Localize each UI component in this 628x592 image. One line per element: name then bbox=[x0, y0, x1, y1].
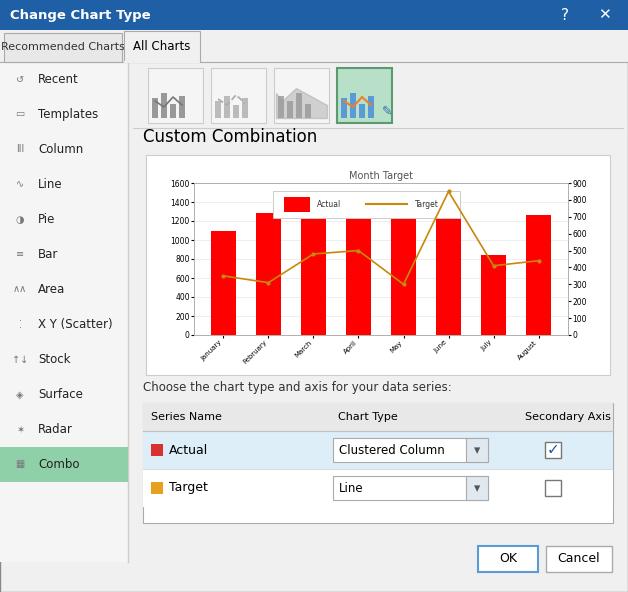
Bar bbox=[170, 104, 176, 118]
Bar bbox=[0, 30, 628, 62]
Bar bbox=[0, 62, 128, 562]
Text: ▭: ▭ bbox=[15, 110, 24, 120]
Bar bbox=[436, 195, 461, 335]
Bar bbox=[242, 98, 248, 118]
Bar bbox=[478, 546, 538, 572]
Text: Secondary Axis: Secondary Axis bbox=[525, 412, 611, 422]
FancyBboxPatch shape bbox=[284, 197, 310, 212]
Bar bbox=[0, 447, 128, 482]
Bar bbox=[211, 68, 266, 123]
Bar bbox=[481, 255, 506, 335]
Text: Change Chart Type: Change Chart Type bbox=[10, 8, 151, 21]
Bar bbox=[333, 438, 488, 462]
Bar bbox=[346, 213, 371, 335]
Bar bbox=[161, 93, 167, 118]
Text: ✶: ✶ bbox=[16, 424, 24, 435]
Text: ≡: ≡ bbox=[16, 249, 24, 259]
Bar bbox=[305, 104, 311, 118]
Text: Line: Line bbox=[339, 481, 364, 494]
Text: Column: Column bbox=[38, 143, 84, 156]
Bar bbox=[0, 0, 628, 30]
Text: ?: ? bbox=[561, 8, 569, 22]
Text: Series Name: Series Name bbox=[151, 412, 222, 422]
Text: Clustered Column: Clustered Column bbox=[339, 443, 445, 456]
Bar bbox=[278, 95, 284, 118]
Text: Templates: Templates bbox=[38, 108, 98, 121]
Text: ▦: ▦ bbox=[15, 459, 24, 469]
Bar bbox=[526, 215, 551, 335]
Text: ⁚: ⁚ bbox=[18, 320, 21, 330]
Bar bbox=[368, 95, 374, 118]
Text: Surface: Surface bbox=[38, 388, 83, 401]
Bar bbox=[466, 438, 488, 462]
Text: Choose the chart type and axis for your data series:: Choose the chart type and axis for your … bbox=[143, 381, 452, 394]
Text: ↺: ↺ bbox=[16, 75, 24, 85]
Text: OK: OK bbox=[499, 552, 517, 565]
Title: Month Target: Month Target bbox=[349, 171, 413, 181]
Bar bbox=[287, 101, 293, 118]
Bar bbox=[350, 93, 356, 118]
Bar bbox=[545, 480, 561, 496]
Text: ∿: ∿ bbox=[16, 179, 24, 189]
Bar bbox=[296, 93, 302, 118]
Bar bbox=[341, 98, 347, 118]
Bar bbox=[333, 476, 488, 500]
Text: All Charts: All Charts bbox=[133, 40, 191, 53]
Bar bbox=[337, 68, 392, 123]
Text: Area: Area bbox=[38, 283, 65, 296]
Bar bbox=[211, 230, 236, 335]
Text: lll: lll bbox=[16, 144, 24, 155]
Bar bbox=[256, 213, 281, 335]
Bar bbox=[143, 403, 613, 431]
Text: X Y (Scatter): X Y (Scatter) bbox=[38, 318, 112, 331]
Bar bbox=[152, 98, 158, 118]
Bar bbox=[545, 442, 561, 458]
Bar bbox=[143, 431, 613, 469]
Bar bbox=[151, 482, 163, 494]
Text: Combo: Combo bbox=[38, 458, 80, 471]
Text: Recent: Recent bbox=[38, 73, 78, 86]
Bar bbox=[4, 33, 122, 62]
Text: ▾: ▾ bbox=[474, 445, 480, 458]
Text: Cancel: Cancel bbox=[558, 552, 600, 565]
Text: Custom Combination: Custom Combination bbox=[143, 128, 317, 146]
Text: Actual: Actual bbox=[169, 443, 208, 456]
Text: ✎: ✎ bbox=[382, 105, 392, 118]
Bar bbox=[179, 95, 185, 118]
Text: Bar: Bar bbox=[38, 248, 58, 261]
Text: Pie: Pie bbox=[38, 213, 55, 226]
FancyBboxPatch shape bbox=[273, 191, 460, 218]
Bar bbox=[546, 546, 612, 572]
Text: Target: Target bbox=[169, 481, 208, 494]
Bar bbox=[146, 155, 610, 375]
Bar bbox=[151, 444, 163, 456]
Bar bbox=[359, 104, 365, 118]
Text: Actual: Actual bbox=[317, 200, 342, 209]
Bar bbox=[391, 195, 416, 335]
Text: Target: Target bbox=[414, 200, 438, 209]
Bar bbox=[274, 68, 329, 123]
Text: Radar: Radar bbox=[38, 423, 73, 436]
Text: ↑↓: ↑↓ bbox=[12, 355, 28, 365]
Bar bbox=[143, 403, 613, 523]
Text: Chart Type: Chart Type bbox=[338, 412, 398, 422]
Text: Stock: Stock bbox=[38, 353, 70, 366]
Text: ✓: ✓ bbox=[546, 442, 560, 458]
Text: ∧∧: ∧∧ bbox=[13, 285, 27, 294]
Bar bbox=[224, 95, 230, 118]
Bar bbox=[301, 210, 326, 335]
Text: ◑: ◑ bbox=[16, 214, 24, 224]
Text: Recommended Charts: Recommended Charts bbox=[1, 43, 125, 53]
Bar bbox=[148, 68, 203, 123]
Bar bbox=[466, 476, 488, 500]
Bar bbox=[143, 469, 613, 507]
Bar bbox=[124, 31, 200, 62]
Text: ▾: ▾ bbox=[474, 482, 480, 496]
Bar bbox=[233, 105, 239, 118]
Text: ◈: ◈ bbox=[16, 390, 24, 400]
Text: Line: Line bbox=[38, 178, 63, 191]
Text: ✕: ✕ bbox=[598, 8, 610, 22]
Bar bbox=[215, 101, 221, 118]
